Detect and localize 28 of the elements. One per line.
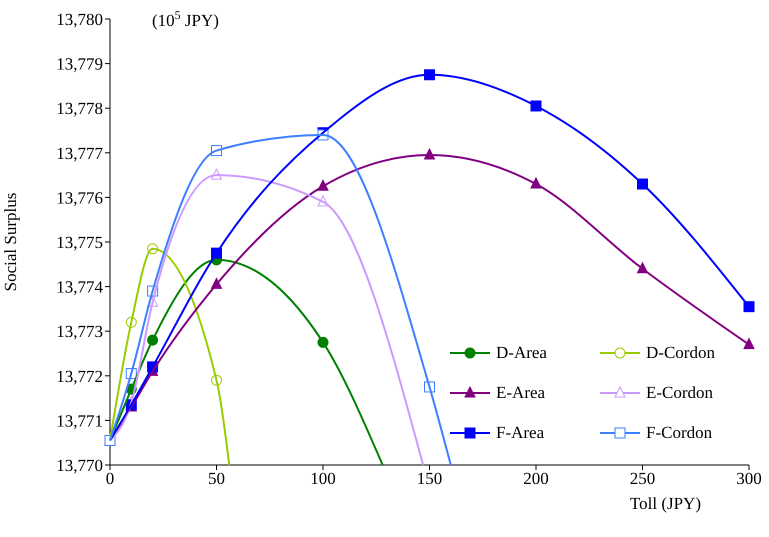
- x-axis-title: Toll (JPY): [630, 494, 701, 513]
- legend-label: D-Cordon: [646, 343, 715, 363]
- legend-label: F-Cordon: [646, 423, 712, 443]
- x-tick-label: 200: [523, 469, 549, 488]
- y-tick-label: 13,771: [56, 411, 103, 430]
- y-tick-label: 13,774: [56, 278, 104, 297]
- x-tick-label: 0: [106, 469, 114, 488]
- y-tick-label: 13,776: [56, 188, 103, 208]
- y-tick-label: 13,778: [56, 99, 103, 118]
- y-tick-label: 13,770: [56, 456, 103, 476]
- x-tick-label: 250: [630, 469, 656, 488]
- x-tick-label: 150: [416, 469, 442, 488]
- y-tick-label: 13,775: [56, 233, 103, 252]
- legend-label: D-Area: [496, 343, 547, 363]
- y-tick-label: 13,773: [56, 322, 103, 342]
- x-tick-label: 50: [208, 469, 225, 488]
- point: [744, 338, 754, 350]
- x-tick-label: 100: [310, 469, 336, 488]
- y-tick-label: 13,777: [56, 144, 104, 163]
- y-axis-title: Social Surplus: [1, 192, 20, 292]
- y-tick-label: 13,780: [56, 10, 103, 30]
- legend-label: E-Cordon: [646, 383, 714, 403]
- x-tick-label: 300: [736, 469, 762, 488]
- legend-label: E-Area: [496, 383, 546, 403]
- legend-label: F-Area: [496, 423, 544, 443]
- annotation: (10$^{5}$ JPY): [152, 8, 219, 30]
- y-tick-label: 13,779: [56, 54, 103, 74]
- y-tick-label: 13,772: [56, 366, 103, 386]
